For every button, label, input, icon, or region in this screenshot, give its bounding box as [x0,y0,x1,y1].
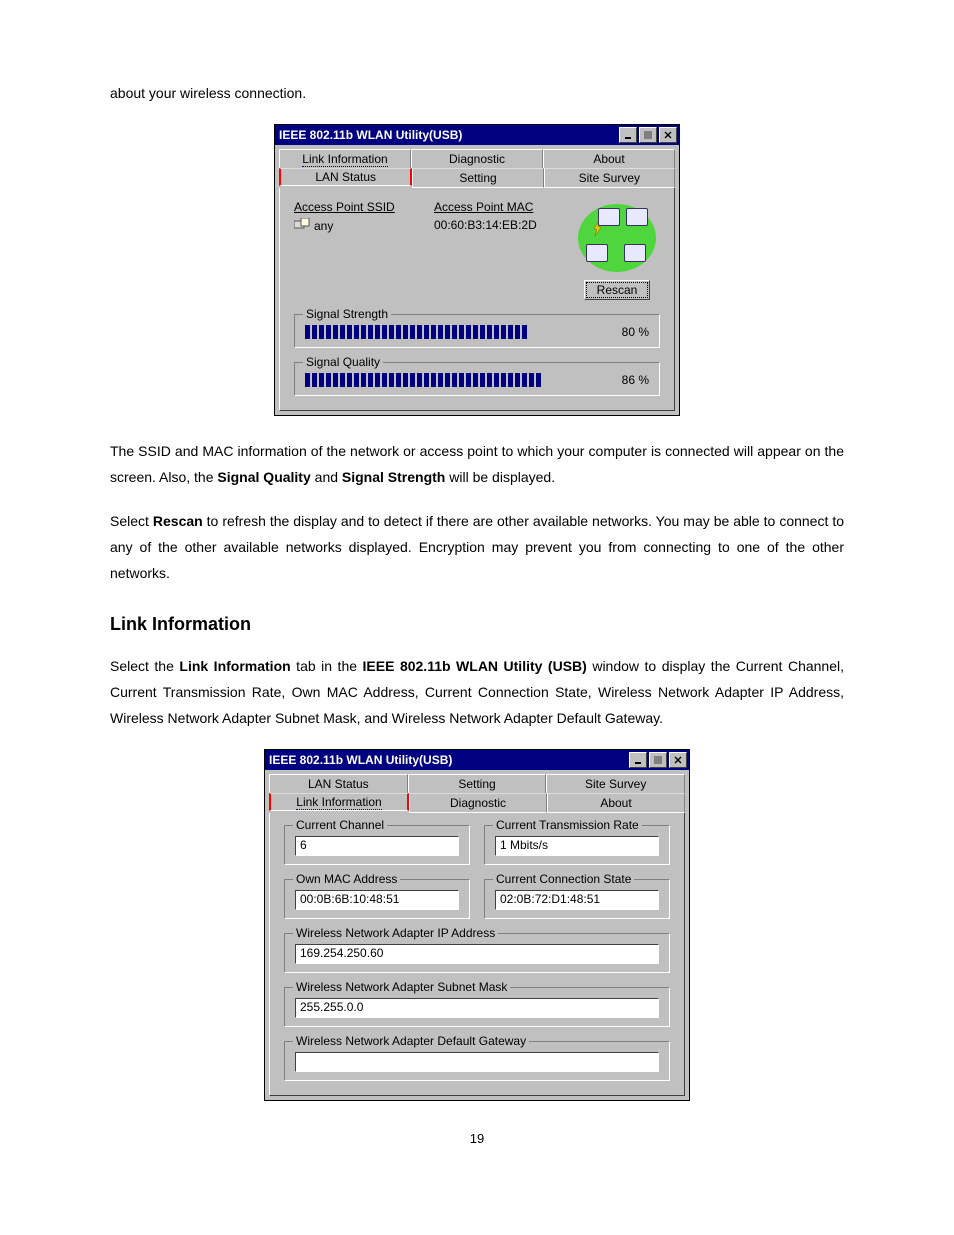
signal-quality-bar [305,373,591,387]
signal-strength-bar [305,325,591,339]
minimize-button[interactable] [619,127,637,143]
tab-about[interactable]: About [547,793,685,813]
tab-lan-status[interactable]: LAN Status [279,168,412,186]
window-titlebar: IEEE 802.11b WLAN Utility(USB) [275,125,679,145]
current-channel-group: Current Channel 6 [284,825,470,865]
close-button[interactable] [659,127,677,143]
page-number: 19 [110,1131,844,1146]
maximize-button[interactable] [649,752,667,768]
conn-state-group: Current Connection State 02:0B:72:D1:48:… [484,879,670,919]
lan-status-window: IEEE 802.11b WLAN Utility(USB) Link Info… [274,124,680,416]
tab-diagnostic[interactable]: Diagnostic [409,793,547,813]
minimize-button[interactable] [629,752,647,768]
ssid-header: Access Point SSID [294,200,420,214]
mac-column: Access Point MAC 00:60:B3:14:EB:2D [434,200,560,300]
signal-strength-group: Signal Strength 80 % [294,314,660,348]
tab-setting[interactable]: Setting [408,774,547,793]
tab-site-survey[interactable]: Site Survey [544,168,675,188]
network-graphic-column: Rescan [574,200,660,300]
link-information-heading: Link Information [110,614,844,635]
ssid-value: any [314,219,333,233]
mac-header: Access Point MAC [434,200,560,214]
conn-state-field[interactable]: 02:0B:72:D1:48:51 [495,890,659,910]
tab-row-front: LAN Status Setting Site Survey [269,774,685,793]
tab-row-back: LAN Status Setting Site Survey [279,168,675,188]
own-mac-group: Own MAC Address 00:0B:6B:10:48:51 [284,879,470,919]
default-gateway-field[interactable] [295,1052,659,1072]
window-title: IEEE 802.11b WLAN Utility(USB) [279,128,617,142]
tab-setting[interactable]: Setting [412,168,543,188]
tab-row-back: Link Information Diagnostic About [269,793,685,813]
rescan-button[interactable]: Rescan [584,280,651,300]
close-button[interactable] [669,752,687,768]
paragraph-link-info: Select the Link Information tab in the I… [110,653,844,731]
signal-quality-label: Signal Quality [303,355,383,369]
maximize-button[interactable] [639,127,657,143]
ssid-column: Access Point SSID any [294,200,420,300]
window-titlebar: IEEE 802.11b WLAN Utility(USB) [265,750,689,770]
tab-link-information[interactable]: Link Information [269,793,409,811]
current-tx-rate-group: Current Transmission Rate 1 Mbits/s [484,825,670,865]
paragraph-rescan: Select Rescan to refresh the display and… [110,508,844,586]
tab-diagnostic[interactable]: Diagnostic [411,149,543,168]
tab-about[interactable]: About [543,149,675,168]
tab-lan-status[interactable]: LAN Status [269,774,408,793]
signal-strength-label: Signal Strength [303,307,391,321]
tab-link-information[interactable]: Link Information [279,149,411,168]
default-gateway-group: Wireless Network Adapter Default Gateway [284,1041,670,1081]
window-title: IEEE 802.11b WLAN Utility(USB) [269,753,627,767]
signal-strength-percent: 80 % [591,325,649,339]
tab-row-front: Link Information Diagnostic About [279,149,675,168]
link-information-window: IEEE 802.11b WLAN Utility(USB) LAN Statu… [264,749,690,1101]
signal-quality-group: Signal Quality 86 % [294,362,660,396]
subnet-mask-group: Wireless Network Adapter Subnet Mask 255… [284,987,670,1027]
subnet-mask-field[interactable]: 255.255.0.0 [295,998,659,1018]
current-channel-field[interactable]: 6 [295,836,459,856]
paragraph-intro: about your wireless connection. [110,80,844,106]
ip-address-group: Wireless Network Adapter IP Address 169.… [284,933,670,973]
ip-address-field[interactable]: 169.254.250.60 [295,944,659,964]
signal-quality-percent: 86 % [591,373,649,387]
current-tx-rate-field[interactable]: 1 Mbits/s [495,836,659,856]
network-icon [294,218,310,233]
own-mac-field[interactable]: 00:0B:6B:10:48:51 [295,890,459,910]
paragraph-ssid-mac: The SSID and MAC information of the netw… [110,438,844,490]
tab-site-survey[interactable]: Site Survey [546,774,685,793]
mac-value: 00:60:B3:14:EB:2D [434,218,560,232]
network-graphic-icon [578,204,656,272]
